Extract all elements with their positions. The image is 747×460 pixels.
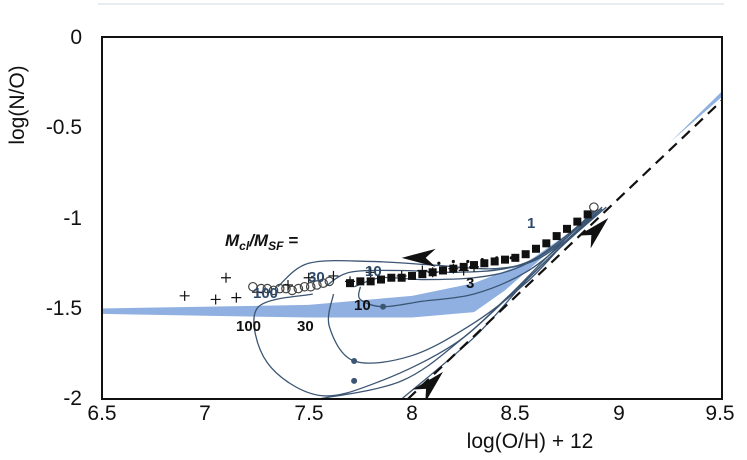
open-circle-point [293, 283, 304, 294]
y-tick-label: -1 [63, 207, 82, 230]
x-tick-label: 8.5 [500, 402, 529, 425]
model-track [401, 206, 607, 399]
plus-point [328, 270, 339, 281]
x-tick-label: 7 [199, 402, 211, 425]
mass-ratio-label: Mcl/MSF = [225, 231, 298, 253]
y-tick-label: -2 [63, 387, 82, 410]
filled-square-point [521, 250, 530, 259]
plus-point [469, 261, 479, 272]
track-label-upper-30: 30 [308, 269, 325, 286]
y-axis-title: log(N/O) [6, 65, 29, 144]
plus-point [448, 263, 459, 274]
filled-square-point [366, 277, 375, 286]
y-tick-label: 0 [70, 26, 82, 49]
mass-ratio-equals: = [283, 231, 298, 250]
dashed-reference-line [407, 99, 722, 399]
filled-square-point [408, 271, 416, 280]
filled-square-point [387, 273, 396, 282]
mass-ratio-slash: /M [248, 231, 269, 250]
x-tick-label: 9 [613, 402, 625, 425]
filled-square-point [583, 210, 592, 219]
plot-frame [101, 36, 723, 400]
track-label-1: 1 [527, 215, 535, 232]
plus-point [303, 272, 314, 283]
arrow-marker [401, 248, 436, 267]
filled-square-point [490, 257, 499, 266]
filled-square-point [377, 275, 385, 284]
filled-square-point [511, 253, 520, 262]
plus-point [396, 270, 407, 281]
filled-square-point [552, 232, 561, 241]
plus-point [221, 272, 231, 283]
open-circle-point [312, 280, 322, 290]
open-circle-point [274, 283, 285, 294]
filled-square-point [563, 224, 571, 233]
plus-point [427, 267, 438, 278]
arrow-marker [412, 371, 443, 399]
plus-point [252, 287, 262, 298]
x-axis-title: log(O/H) + 12 [467, 430, 594, 453]
track-point [380, 303, 387, 310]
y-tick-label: -1.5 [46, 297, 82, 320]
open-circle-point [287, 285, 297, 296]
filled-square-point [356, 277, 365, 286]
x-tick-label: 8 [406, 402, 418, 425]
arrow-marker [577, 218, 609, 249]
plus-point [417, 265, 428, 276]
track-point [351, 357, 358, 364]
filled-square-point [542, 239, 551, 248]
plus-point [345, 276, 355, 287]
open-circle-point [299, 281, 310, 292]
small-dot-point [437, 261, 441, 265]
x-tick-labels: 6.5 7 7.5 8 8.5 9 9.5 [87, 402, 734, 425]
plus-point [210, 294, 221, 305]
open-circle-point [262, 283, 273, 294]
mass-ratio-cl-subscript: cl [239, 239, 250, 253]
mass-ratio-sf-subscript: SF [268, 239, 284, 253]
filled-square-point [480, 259, 489, 268]
filled-square-point [532, 244, 540, 253]
filled-square-point [501, 255, 509, 264]
open-circle-point [589, 202, 599, 212]
open-circle-point [268, 285, 279, 296]
filled-square-point [439, 266, 447, 275]
track-label-upper-100: 100 [253, 285, 278, 302]
x-tick-label: 6.5 [87, 402, 116, 425]
filled-square-point [573, 217, 582, 226]
x-tick-label: 9.5 [705, 402, 734, 425]
open-circle-point [324, 276, 335, 287]
track-label-30: 30 [297, 318, 314, 335]
track-point [351, 377, 358, 384]
y-tick-labels: 0 -0.5 -1 -1.5 -2 [46, 26, 82, 410]
model-track [358, 206, 603, 308]
plus-point [179, 290, 190, 301]
plus-point [458, 265, 469, 276]
plus-point [231, 292, 242, 303]
track-label-upper-10: 10 [365, 263, 382, 280]
track-label-10: 10 [354, 297, 371, 314]
x-tick-label: 7.5 [294, 402, 323, 425]
small-dot-point [451, 259, 455, 264]
plot-area [102, 91, 722, 399]
y-tick-label: -0.5 [46, 116, 82, 139]
plus-point [365, 267, 376, 278]
model-band [102, 91, 722, 318]
track-label-3: 3 [466, 275, 474, 292]
plus-point [283, 279, 293, 290]
model-track [253, 210, 595, 397]
track-label-100: 100 [236, 318, 261, 335]
open-circle-point [305, 281, 316, 292]
open-circle-point [318, 278, 328, 288]
small-dot-point [466, 259, 470, 264]
mass-ratio-m: M [225, 231, 240, 250]
